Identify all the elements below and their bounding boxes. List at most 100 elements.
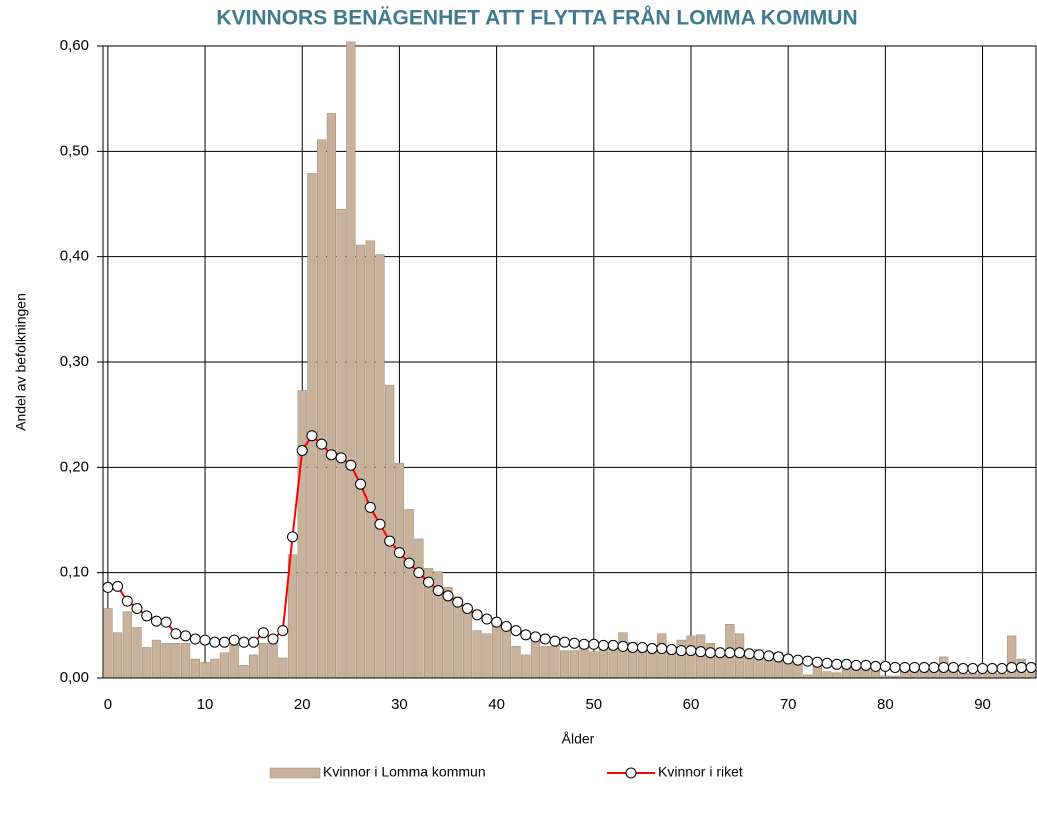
line-marker <box>452 596 464 608</box>
line-marker <box>267 633 279 645</box>
line-marker <box>355 478 367 490</box>
line-marker <box>325 449 337 461</box>
line-marker <box>549 635 561 647</box>
line-marker <box>257 627 269 639</box>
line-marker <box>685 645 697 657</box>
line-marker <box>802 655 814 667</box>
bar <box>132 627 142 679</box>
line <box>107 434 1032 670</box>
line-marker <box>578 638 590 650</box>
line-marker <box>189 633 201 645</box>
line-marker <box>977 663 989 675</box>
bar <box>297 390 307 679</box>
x-tick-label: 40 <box>488 696 505 713</box>
bar <box>686 635 696 679</box>
line-marker <box>150 615 162 627</box>
bar <box>190 658 200 679</box>
bar <box>657 633 667 679</box>
bar <box>210 658 220 679</box>
x-tick-label: 10 <box>197 696 214 713</box>
bar <box>365 240 375 679</box>
bar <box>394 462 405 679</box>
line-marker <box>559 636 571 648</box>
line-marker <box>646 643 658 655</box>
line-marker <box>199 634 211 646</box>
y-tick-label: 0,50 <box>60 142 89 159</box>
line-marker <box>471 609 483 621</box>
line-marker <box>1006 661 1018 673</box>
line-marker <box>996 663 1008 675</box>
x-tick-label: 20 <box>294 696 311 713</box>
bar <box>249 654 259 679</box>
bar <box>453 596 463 679</box>
line-marker <box>763 650 775 662</box>
line-marker <box>432 585 444 597</box>
line-marker <box>850 659 862 671</box>
line-marker <box>345 459 357 471</box>
line-marker <box>928 661 940 673</box>
line-marker <box>131 602 143 614</box>
line-marker <box>627 641 639 653</box>
line-marker <box>393 547 405 559</box>
bar <box>239 665 249 679</box>
line-marker <box>918 661 930 673</box>
x-tick-label: 60 <box>683 696 700 713</box>
line-marker <box>607 639 619 651</box>
legend-marker <box>625 767 637 779</box>
line-marker <box>277 625 289 637</box>
line-marker <box>1015 661 1027 673</box>
line-marker <box>792 654 804 666</box>
line-marker <box>228 634 240 646</box>
line-marker <box>588 638 600 650</box>
line-marker <box>374 518 386 530</box>
bar <box>511 646 521 679</box>
line-marker <box>909 661 921 673</box>
bar <box>540 646 550 679</box>
line-marker <box>1025 661 1037 673</box>
line-marker <box>782 653 794 665</box>
line-marker <box>860 659 872 671</box>
line-marker <box>821 657 833 669</box>
legend-swatch <box>269 767 321 779</box>
line-marker <box>617 640 629 652</box>
y-tick-label: 0,30 <box>60 353 89 370</box>
bar <box>317 139 327 679</box>
line-marker <box>306 430 318 442</box>
chart-title: KVINNORS BENÄGENHET ATT FLYTTA FRÅN LOMM… <box>216 6 857 30</box>
y-tick-label: 0,00 <box>60 669 89 686</box>
bar <box>307 173 317 679</box>
line-marker <box>986 663 998 675</box>
bar <box>404 509 414 679</box>
line-marker <box>316 438 328 450</box>
bar <box>618 632 628 679</box>
bar <box>103 608 113 679</box>
bar <box>385 384 395 679</box>
bar <box>112 632 123 679</box>
line-marker <box>695 646 707 658</box>
bar <box>171 642 181 679</box>
x-tick-label: 0 <box>104 696 112 713</box>
line-marker <box>811 656 823 668</box>
line-marker <box>423 576 435 588</box>
line-marker <box>899 661 911 673</box>
line-marker <box>248 636 260 648</box>
bar <box>482 633 492 679</box>
y-tick-label: 0,20 <box>60 458 89 475</box>
bar <box>822 671 832 679</box>
y-tick-label: 0,10 <box>60 564 89 581</box>
legend-label: Kvinnor i riket <box>658 764 743 780</box>
line-marker <box>656 643 668 655</box>
x-axis-label: Ålder <box>562 731 595 747</box>
bar <box>375 254 385 679</box>
x-tick-label: 30 <box>391 696 408 713</box>
line-marker <box>160 616 172 628</box>
bar <box>122 611 132 679</box>
line-marker <box>102 581 114 593</box>
line-marker <box>636 641 648 653</box>
line-marker <box>879 660 891 672</box>
bar <box>492 625 502 679</box>
y-tick-label: 0,60 <box>60 37 89 54</box>
line-marker <box>121 595 133 607</box>
line-marker <box>938 661 950 673</box>
